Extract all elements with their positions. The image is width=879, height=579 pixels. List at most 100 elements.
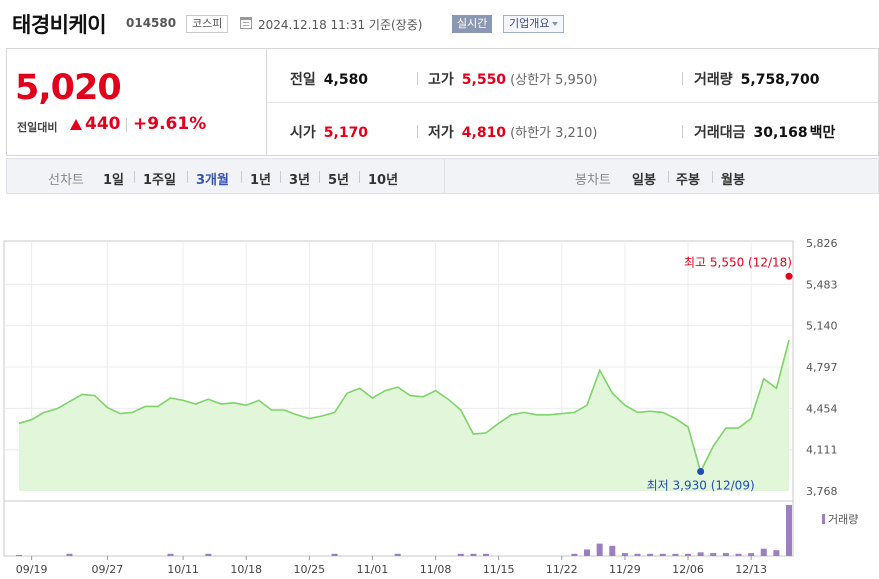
volume-bar xyxy=(735,553,742,556)
tab-1year[interactable]: 1년 xyxy=(250,173,272,188)
day-high: 고가 5,550 (상한가 5,950) xyxy=(428,69,597,89)
tab-1week[interactable]: 1주일 xyxy=(143,173,176,188)
quote-datetime: 2024.12.18 11:31 기준(장중) xyxy=(258,18,423,32)
y-tick-label: 5,140 xyxy=(806,320,838,333)
day-low-value: 4,810 xyxy=(461,125,507,141)
price-change-percent: +9.61% xyxy=(133,114,207,134)
volume-bar xyxy=(394,553,401,556)
trade-amount-label: 거래대금 xyxy=(694,125,746,141)
y-tick-label: 3,768 xyxy=(806,485,838,498)
x-tick-label: 12/13 xyxy=(735,563,767,576)
y-tick-label: 5,826 xyxy=(806,237,838,250)
volume-bar xyxy=(457,553,464,556)
chart-period-tabs: 선차트 1일 1주일 3개월 1년 3년 5년 10년 봉차트 일봉 주봉 월봉 xyxy=(6,158,879,194)
y-tick-label: 5,483 xyxy=(806,278,838,291)
company-overview-label: 기업개요 xyxy=(509,17,550,30)
volume: 거래량 5,758,700 xyxy=(694,69,819,89)
x-tick-label: 11/15 xyxy=(483,563,515,576)
tab-3years[interactable]: 3년 xyxy=(289,173,311,188)
tab-5years[interactable]: 5년 xyxy=(328,173,350,188)
y-tick-label: 4,454 xyxy=(806,402,838,415)
volume-bar xyxy=(634,553,641,556)
day-high-value: 5,550 xyxy=(461,72,507,88)
volume-bar xyxy=(659,553,666,556)
volume-bar xyxy=(205,553,212,556)
lower-limit: (하한가 3,210) xyxy=(510,126,598,141)
volume-bar xyxy=(571,553,578,556)
divider xyxy=(134,171,135,183)
open-price-value: 5,170 xyxy=(323,125,369,141)
chevron-down-icon xyxy=(552,22,559,26)
volume-bar xyxy=(685,553,692,556)
price-chart-svg: 5,826 5,483 5,140 4,797 4,454 4,111 3,768 09/19… xyxy=(3,237,858,576)
up-triangle-icon xyxy=(70,119,82,130)
tab-3months[interactable]: 3개월 xyxy=(196,173,229,188)
price-change: 440 xyxy=(85,114,121,134)
divider xyxy=(319,171,320,183)
trade-amount-unit: 백만 xyxy=(809,125,836,141)
x-tick-label: 10/25 xyxy=(293,563,325,576)
x-tick-label: 09/19 xyxy=(16,563,48,576)
divider xyxy=(682,72,683,85)
price-chart: 5,826 5,483 5,140 4,797 4,454 4,111 3,768 09/19… xyxy=(0,196,879,579)
change-label: 전일대비 xyxy=(17,121,58,134)
high-point xyxy=(785,272,793,280)
y-tick-label: 4,797 xyxy=(806,361,838,374)
x-tick-label: 12/06 xyxy=(672,563,704,576)
company-overview-dropdown[interactable]: 기업개요 xyxy=(503,15,565,33)
quote-panel: 5,020 전일대비 440 +9.61% 전일 4,580 고가 5,550 (상한… xyxy=(6,48,879,156)
volume-bar xyxy=(748,553,755,556)
tab-weekly-candle[interactable]: 주봉 xyxy=(676,173,700,188)
day-low-label: 저가 xyxy=(428,125,454,141)
low-annotation: 최저 3,930 (12/09) xyxy=(647,478,755,492)
open-price-label: 시가 xyxy=(290,125,316,141)
volume-bar xyxy=(596,543,603,556)
stock-code: 014580 xyxy=(126,16,177,30)
x-tick-label: 10/18 xyxy=(230,563,262,576)
volume-bar xyxy=(760,548,767,556)
volume-bar xyxy=(483,553,490,556)
prev-close-label: 전일 xyxy=(290,72,316,88)
low-point xyxy=(697,467,705,475)
divider xyxy=(241,171,242,183)
x-tick-label: 09/27 xyxy=(92,563,124,576)
volume-bar xyxy=(167,553,174,556)
x-tick-label: 11/01 xyxy=(357,563,389,576)
volume-bar xyxy=(710,553,717,556)
volume-bar xyxy=(66,553,73,556)
prev-close: 전일 4,580 xyxy=(290,69,368,89)
volume-bar xyxy=(722,553,729,556)
divider xyxy=(712,171,713,183)
line-chart-label: 선차트 xyxy=(48,173,84,188)
price-area xyxy=(19,340,789,491)
volume-bar xyxy=(697,552,704,556)
day-low: 저가 4,810 (하한가 3,210) xyxy=(428,122,597,142)
tab-monthly-candle[interactable]: 월봉 xyxy=(721,173,745,188)
market-badge: 코스피 xyxy=(186,15,229,33)
tab-daily-candle[interactable]: 일봉 xyxy=(632,173,656,188)
tab-10years[interactable]: 10년 xyxy=(368,173,399,188)
current-price: 5,020 xyxy=(15,68,122,108)
candle-chart-label: 봉차트 xyxy=(575,173,611,188)
volume-bar xyxy=(621,553,628,556)
tab-1day[interactable]: 1일 xyxy=(103,173,125,188)
divider xyxy=(126,118,127,132)
divider xyxy=(267,102,878,103)
divider xyxy=(668,171,669,183)
realtime-button[interactable]: 실시간 xyxy=(452,15,493,33)
volume-value: 5,758,700 xyxy=(740,72,820,88)
x-tick-label: 11/29 xyxy=(609,563,641,576)
divider xyxy=(682,125,683,138)
divider xyxy=(417,125,418,138)
open-price: 시가 5,170 xyxy=(290,122,368,142)
x-tick-label: 11/22 xyxy=(546,563,578,576)
current-price-box: 5,020 전일대비 440 +9.61% xyxy=(7,49,267,155)
upper-limit: (상한가 5,950) xyxy=(510,73,598,88)
divider xyxy=(444,159,445,193)
stock-header: 태경비케이 014580 코스피 2024.12.18 11:31 기준(장중)… xyxy=(0,0,879,46)
divider xyxy=(280,171,281,183)
y-tick-label: 4,111 xyxy=(806,444,838,457)
volume-bar xyxy=(786,505,792,556)
volume-bar xyxy=(331,553,338,556)
divider xyxy=(359,171,360,183)
